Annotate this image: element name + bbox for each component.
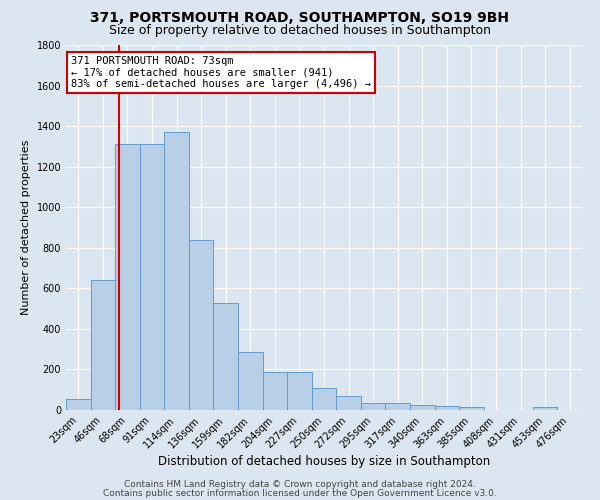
- Bar: [140, 144, 164, 410]
- Y-axis label: Number of detached properties: Number of detached properties: [21, 140, 31, 315]
- Bar: [164, 132, 189, 410]
- Bar: [263, 372, 287, 410]
- Text: Contains HM Land Registry data © Crown copyright and database right 2024.: Contains HM Land Registry data © Crown c…: [124, 480, 476, 489]
- Bar: [115, 144, 140, 410]
- Text: 371, PORTSMOUTH ROAD, SOUTHAMPTON, SO19 9BH: 371, PORTSMOUTH ROAD, SOUTHAMPTON, SO19 …: [91, 11, 509, 25]
- Bar: [361, 403, 385, 410]
- Bar: [189, 240, 214, 410]
- Text: Size of property relative to detached houses in Southampton: Size of property relative to detached ho…: [109, 24, 491, 37]
- Bar: [287, 372, 312, 410]
- Bar: [312, 388, 336, 410]
- Text: Contains public sector information licensed under the Open Government Licence v3: Contains public sector information licen…: [103, 488, 497, 498]
- Text: 371 PORTSMOUTH ROAD: 73sqm
← 17% of detached houses are smaller (941)
83% of sem: 371 PORTSMOUTH ROAD: 73sqm ← 17% of deta…: [71, 56, 371, 89]
- Bar: [336, 396, 361, 410]
- Bar: [410, 405, 434, 410]
- Bar: [434, 406, 459, 410]
- Bar: [91, 280, 115, 410]
- Bar: [214, 302, 238, 410]
- Bar: [533, 407, 557, 410]
- Bar: [66, 399, 91, 410]
- Bar: [385, 403, 410, 410]
- X-axis label: Distribution of detached houses by size in Southampton: Distribution of detached houses by size …: [158, 456, 490, 468]
- Bar: [459, 407, 484, 410]
- Bar: [238, 352, 263, 410]
